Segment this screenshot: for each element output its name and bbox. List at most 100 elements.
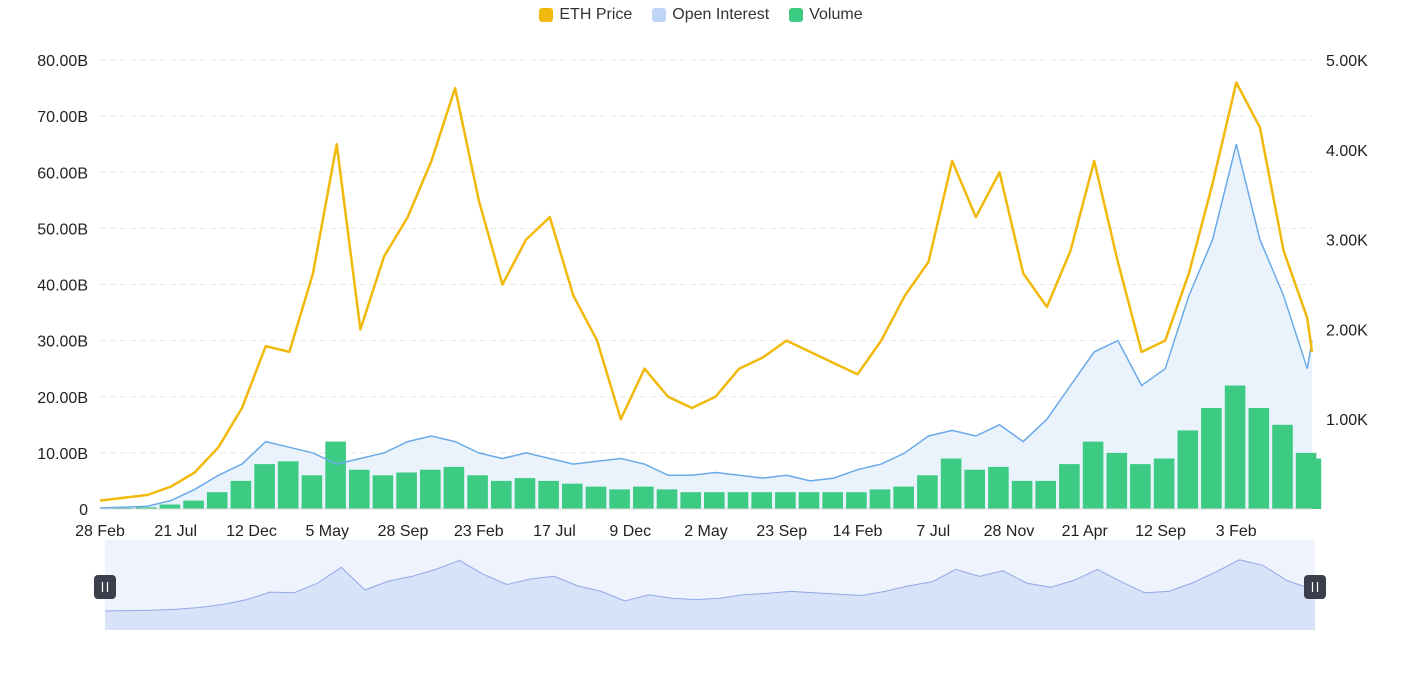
legend-item-eth-price[interactable]: ETH Price	[539, 6, 632, 24]
x-tick-label: 12 Dec	[226, 523, 277, 540]
volume-bar	[301, 475, 323, 509]
volume-bar	[206, 492, 228, 509]
legend-swatch-open-interest	[652, 8, 667, 22]
volume-bar	[135, 507, 157, 509]
volume-bar	[633, 486, 654, 509]
volume-bar	[112, 507, 133, 509]
volume-bar	[159, 504, 181, 509]
volume-bar	[1201, 408, 1222, 509]
y-left-tick-label: 40.00B	[37, 278, 88, 295]
lines-layer	[99, 81, 1314, 509]
x-tick-label: 28 Sep	[378, 523, 429, 540]
y-left-tick-label: 50.00B	[37, 221, 88, 238]
legend-item-open-interest[interactable]: Open Interest	[652, 6, 769, 24]
volume-bar	[491, 480, 512, 509]
volume-bar	[1130, 464, 1151, 509]
x-tick-label: 14 Feb	[833, 523, 883, 540]
legend-label-eth-price: ETH Price	[559, 6, 633, 23]
x-tick-label: 3 Feb	[1216, 523, 1257, 540]
range-navigator[interactable]	[94, 540, 1326, 630]
volume-bar	[751, 492, 772, 509]
volume-bar	[1300, 458, 1322, 509]
x-tick-label: 23 Sep	[756, 523, 807, 540]
volume-bar	[704, 492, 725, 509]
y-left-tick-label: 70.00B	[37, 109, 88, 126]
volume-bar	[727, 492, 749, 509]
axis-layer: 0 10.00B 20.00B 30.00B 40.00B 50.00B 60.00B 70.…	[37, 53, 1368, 540]
navigator-line	[104, 559, 1316, 612]
y-right-tick-label: 2.00K	[1326, 322, 1368, 339]
volume-bar	[420, 469, 441, 509]
volume-bar	[1059, 464, 1080, 509]
navigator-handle-right[interactable]	[1304, 575, 1326, 599]
volume-bar	[1272, 424, 1293, 509]
volume-bar	[372, 475, 394, 509]
y-left-tick-label: 60.00B	[37, 165, 88, 182]
navigator-handle-left[interactable]	[94, 575, 116, 599]
volume-bar	[798, 492, 820, 509]
volume-bar	[1224, 385, 1246, 509]
legend-label-volume: Volume	[809, 6, 863, 23]
x-tick-label: 23 Feb	[454, 523, 504, 540]
open-interest-line	[99, 144, 1313, 509]
volume-bar	[325, 441, 346, 509]
volume-bar	[254, 464, 275, 509]
volume-bar	[893, 486, 914, 509]
legend-swatch-eth-price	[539, 8, 554, 22]
volume-bar	[585, 486, 607, 509]
volume-bar	[183, 500, 204, 509]
volume-bar	[775, 492, 796, 509]
volume-bar	[917, 475, 938, 509]
volume-bar	[988, 466, 1009, 509]
volume-bar	[1035, 480, 1056, 509]
x-tick-label: 21 Jul	[154, 523, 197, 540]
y-right-tick-label: 1.00K	[1326, 412, 1368, 429]
legend-swatch-volume	[789, 8, 804, 22]
volume-bar	[680, 492, 701, 509]
volume-bar	[467, 475, 488, 509]
volume-bar	[396, 472, 417, 509]
y-right-tick-label: 4.00K	[1326, 143, 1368, 160]
volume-bar	[443, 466, 465, 509]
x-tick-label: 7 Jul	[916, 523, 950, 540]
y-left-tick-label: 0	[79, 502, 88, 519]
y-left-tick-label: 20.00B	[37, 390, 88, 407]
volume-bar	[1106, 452, 1128, 509]
volume-bar	[514, 478, 536, 509]
x-tick-label: 5 May	[305, 523, 349, 540]
volume-bar	[1177, 430, 1199, 509]
y-left-tick-label: 80.00B	[37, 53, 88, 70]
y-left-tick-label: 10.00B	[37, 446, 88, 463]
volume-bar	[562, 483, 583, 509]
volume-bar	[869, 489, 891, 509]
volume-bar	[230, 480, 252, 509]
volume-bars-layer	[100, 385, 1322, 509]
volume-bar	[822, 492, 843, 509]
volume-bar	[656, 489, 678, 509]
volume-bar	[277, 461, 299, 509]
volume-bar	[1248, 408, 1270, 509]
open-interest-area-layer	[100, 144, 1312, 509]
volume-bar	[940, 458, 962, 509]
volume-bar	[846, 492, 867, 509]
legend-label-open-interest: Open Interest	[672, 6, 770, 23]
eth-price-line	[99, 81, 1314, 502]
x-tick-label: 2 May	[684, 523, 728, 540]
volume-bar	[538, 480, 559, 509]
y-right-tick-label: 3.00K	[1326, 233, 1368, 250]
x-tick-label: 12 Sep	[1135, 523, 1186, 540]
volume-bar	[1082, 441, 1104, 509]
x-tick-label: 28 Nov	[984, 523, 1035, 540]
y-left-tick-label: 30.00B	[37, 334, 88, 351]
volume-bar	[349, 469, 370, 509]
chart-legend: ETH Price Open Interest Volume	[0, 6, 1402, 24]
x-tick-label: 9 Dec	[609, 523, 651, 540]
open-interest-area	[100, 144, 1312, 509]
x-tick-label: 21 Apr	[1062, 523, 1109, 540]
y-right-tick-label: 5.00K	[1326, 53, 1368, 70]
volume-bar	[964, 469, 985, 509]
volume-bar	[609, 489, 630, 509]
legend-item-volume[interactable]: Volume	[789, 6, 863, 24]
